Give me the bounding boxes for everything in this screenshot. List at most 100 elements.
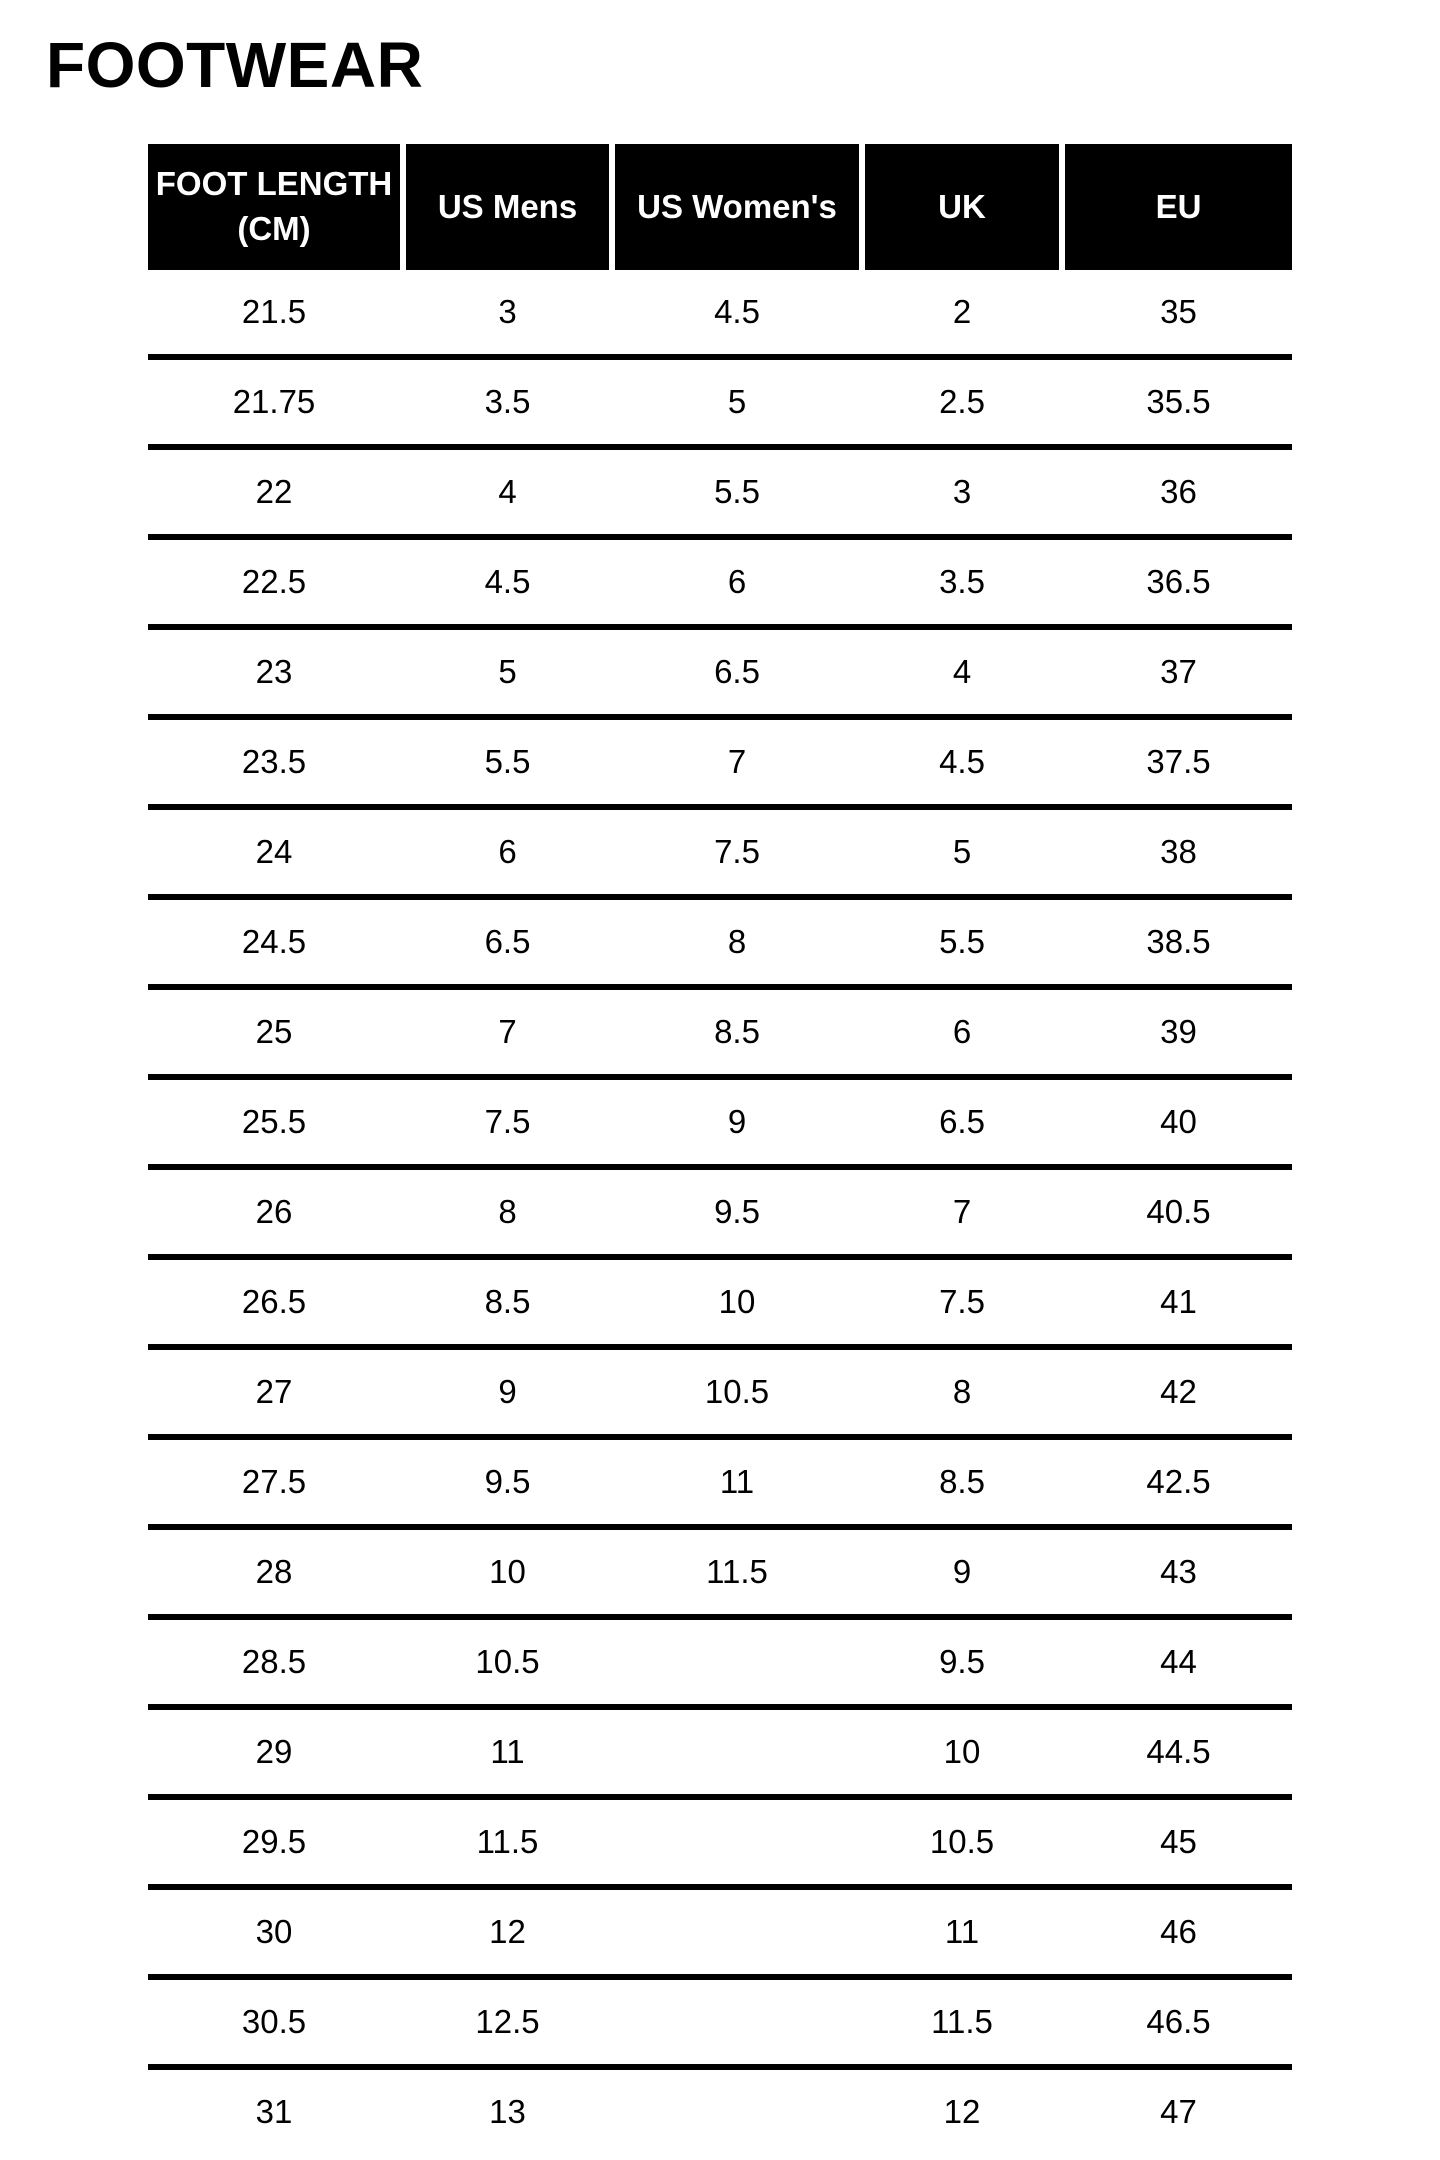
- column-header: UK: [865, 144, 1059, 270]
- cell: 5.5: [484, 743, 531, 780]
- cell: 21.5: [241, 293, 307, 330]
- table-row: 25 7 8.5 6 39: [148, 990, 1292, 1080]
- cell: 4: [498, 473, 517, 510]
- cell: 9: [952, 1553, 972, 1590]
- cell: 6.5: [484, 923, 531, 960]
- table-row: 23.5 5.5 7 4.5 37.5: [148, 720, 1292, 810]
- table-row: 26 8 9.5 7 40.5: [148, 1170, 1292, 1260]
- cell: 10: [943, 1733, 981, 1770]
- cell: 23.5: [241, 743, 307, 780]
- cell: [615, 1710, 859, 1794]
- cell: 4: [952, 653, 972, 690]
- cell: 8.5: [939, 1463, 985, 1500]
- cell: 9.5: [484, 1463, 531, 1500]
- table-row: 24 6 7.5 5 38: [148, 810, 1292, 900]
- table-row: 29.5 11.5 10.5 45: [148, 1800, 1292, 1890]
- cell: 6: [952, 1013, 972, 1050]
- cell: 25.5: [241, 1103, 307, 1140]
- cell: 3.5: [939, 563, 985, 600]
- cell: 12: [489, 1913, 526, 1950]
- cell: 38.5: [1146, 923, 1211, 960]
- column-header: US Mens: [406, 144, 609, 270]
- cell: 26: [255, 1193, 293, 1230]
- cell: 43: [1160, 1553, 1197, 1590]
- cell: 10: [718, 1283, 756, 1320]
- cell: 12.5: [475, 2003, 540, 2040]
- cell: 38: [1160, 833, 1197, 870]
- cell: 24.5: [241, 923, 307, 960]
- cell: [615, 2070, 859, 2154]
- footwear-size-table: FOOT LENGTH (CM) US Mens US Women's UK EU 21…: [148, 144, 1292, 2154]
- cell: 36: [1160, 473, 1197, 510]
- cell: [615, 1980, 859, 2064]
- cell: 3: [498, 293, 517, 330]
- cell: 3.5: [484, 383, 531, 420]
- cell: 46: [1160, 1913, 1197, 1950]
- cell: 28.5: [241, 1643, 307, 1680]
- cell: 8.5: [484, 1283, 531, 1320]
- cell: 41: [1160, 1283, 1197, 1320]
- cell: 27: [255, 1373, 293, 1410]
- cell: 44: [1160, 1643, 1197, 1680]
- table-row: 25.5 7.5 9 6.5 40: [148, 1080, 1292, 1170]
- cell: 4.5: [939, 743, 985, 780]
- cell: 11: [719, 1463, 755, 1500]
- cell: 46.5: [1146, 2003, 1211, 2040]
- cell: 40: [1160, 1103, 1197, 1140]
- cell: 28: [255, 1553, 293, 1590]
- table-row: 22 4 5.5 3 36: [148, 450, 1292, 540]
- cell: 7: [498, 1013, 517, 1050]
- cell: 45: [1160, 1823, 1197, 1860]
- cell: 25: [255, 1013, 293, 1050]
- cell: 44.5: [1146, 1733, 1211, 1770]
- cell: 9: [498, 1373, 517, 1410]
- cell: 26.5: [241, 1283, 307, 1320]
- cell: 10.5: [929, 1823, 995, 1860]
- cell: 4.5: [714, 293, 760, 330]
- cell: 5: [952, 833, 972, 870]
- cell: 4.5: [484, 563, 531, 600]
- cell: 9.5: [714, 1193, 760, 1230]
- cell: 7: [952, 1193, 972, 1230]
- cell: 9.5: [939, 1643, 985, 1680]
- table-header-row: FOOT LENGTH (CM) US Mens US Women's UK EU: [148, 144, 1292, 270]
- cell: 7.5: [939, 1283, 985, 1320]
- cell: 47: [1160, 2093, 1197, 2130]
- cell: 3: [952, 473, 972, 510]
- cell: 35: [1160, 293, 1197, 330]
- table-row: 24.5 6.5 8 5.5 38.5: [148, 900, 1292, 990]
- page-title: FOOTWEAR: [46, 29, 424, 101]
- cell: 35.5: [1146, 383, 1211, 420]
- table-row: 30 12 11 46: [148, 1890, 1292, 1980]
- cell: [615, 1890, 859, 1974]
- table-row: 28.5 10.5 9.5 44: [148, 1620, 1292, 1710]
- cell: 11: [490, 1733, 525, 1770]
- cell: 2: [952, 293, 972, 330]
- cell: [615, 1620, 859, 1704]
- cell: 30: [255, 1913, 293, 1950]
- column-header: FOOT LENGTH (CM): [148, 144, 400, 270]
- table-row: 30.5 12.5 11.5 46.5: [148, 1980, 1292, 2070]
- cell: 29.5: [241, 1823, 307, 1860]
- cell: 27.5: [241, 1463, 307, 1500]
- cell: 7.5: [484, 1103, 531, 1140]
- cell: 8: [952, 1373, 972, 1410]
- cell: 42: [1160, 1373, 1197, 1410]
- column-header: EU: [1065, 144, 1292, 270]
- cell: 8: [727, 923, 747, 960]
- cell: 10: [489, 1553, 526, 1590]
- cell: 37.5: [1146, 743, 1211, 780]
- table-row: 23 5 6.5 4 37: [148, 630, 1292, 720]
- cell: 23: [255, 653, 293, 690]
- cell: 11: [944, 1913, 980, 1950]
- cell: 2.5: [939, 383, 985, 420]
- cell: 12: [943, 2093, 981, 2130]
- cell: 6.5: [939, 1103, 985, 1140]
- cell: 22.5: [241, 563, 307, 600]
- table-row: 26.5 8.5 10 7.5 41: [148, 1260, 1292, 1350]
- cell: 8.5: [714, 1013, 760, 1050]
- table-row: 21.75 3.5 5 2.5 35.5: [148, 360, 1292, 450]
- cell: 9: [727, 1103, 747, 1140]
- cell: 6.5: [714, 653, 760, 690]
- cell: 39: [1160, 1013, 1197, 1050]
